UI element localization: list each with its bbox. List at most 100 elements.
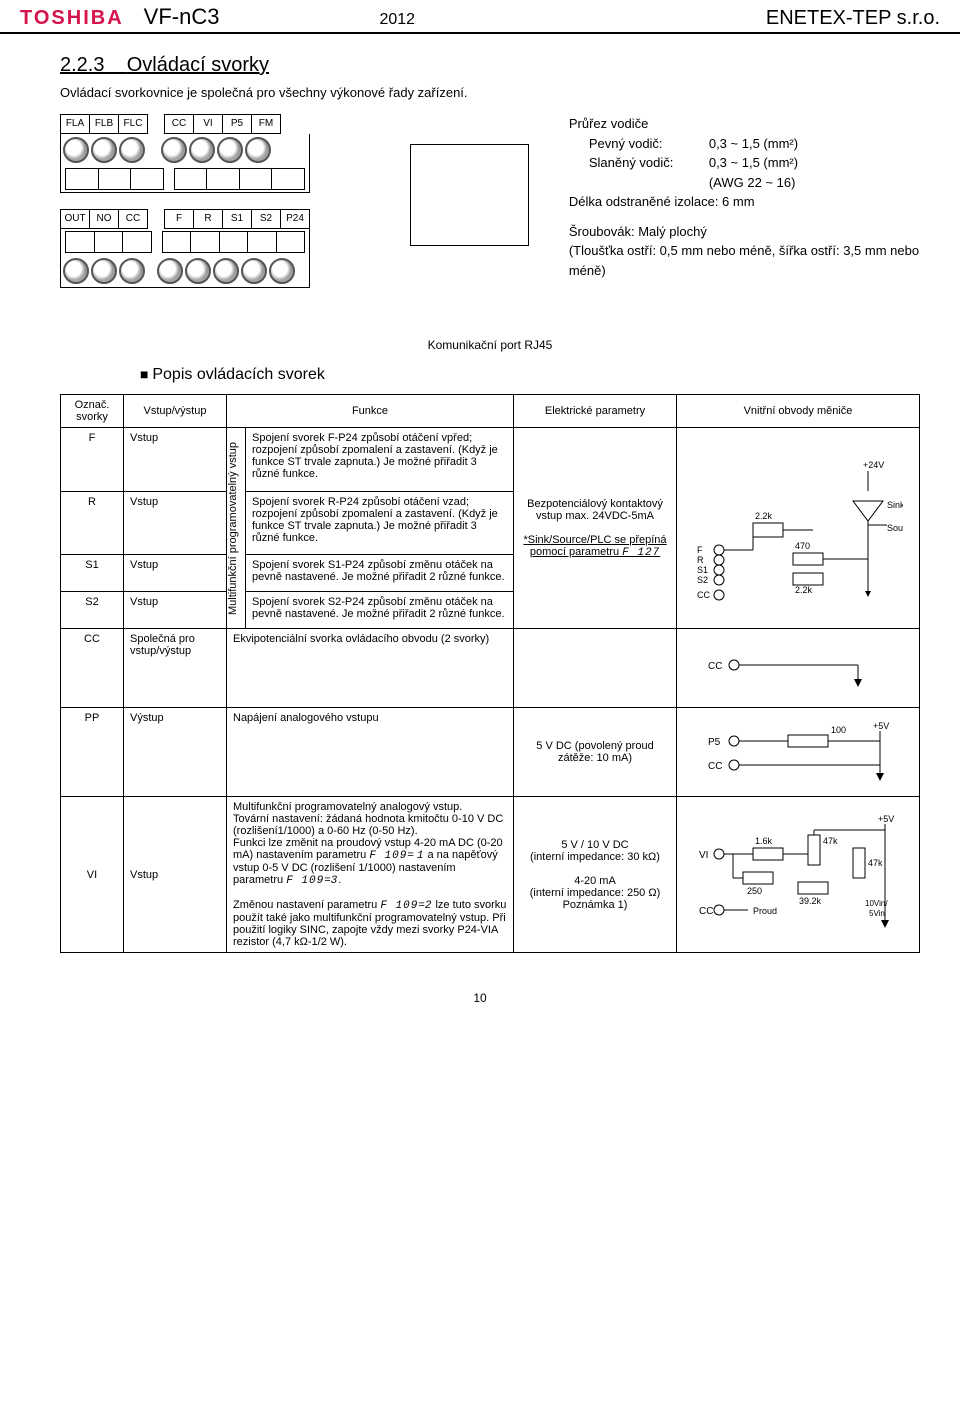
- screwdriver-line2: (Tloušťka ostří: 0,5 mm nebo méně, šířka…: [569, 241, 920, 280]
- table-row: F Vstup Multifunkční programovatelný vst…: [61, 428, 920, 492]
- svg-text:F: F: [697, 545, 703, 555]
- term-io: Vstup: [124, 592, 227, 629]
- term-param: 5 V / 10 V DC (interní impedance: 30 kΩ)…: [514, 797, 677, 953]
- svg-text:P5: P5: [708, 737, 721, 748]
- svg-text:10Vin/: 10Vin/: [865, 899, 888, 908]
- svg-text:5Vin: 5Vin: [869, 909, 885, 918]
- term-cell: P24: [281, 210, 309, 228]
- term-param: 5 V DC (povolený proud zátěže: 10 mA): [514, 708, 677, 797]
- param-line: 5 V / 10 V DC: [561, 839, 628, 851]
- wire-spec-title: Průřez vodiče: [569, 114, 920, 134]
- svg-text:VI: VI: [699, 850, 708, 861]
- col-header: Funkce: [227, 395, 514, 428]
- svg-text:+5V: +5V: [873, 721, 889, 731]
- wire-spec: Průřez vodiče Pevný vodič:0,3 ~ 1,5 (mm²…: [569, 114, 920, 280]
- screwdriver-line: Šroubovák: Malý plochý: [569, 222, 920, 242]
- term-func: Spojení svorek R-P24 způsobí otáčení vza…: [246, 491, 514, 555]
- wire-label: Pevný vodič:: [569, 134, 709, 154]
- circuit-cell: CC: [677, 629, 920, 708]
- svg-text:2.2k: 2.2k: [755, 511, 773, 521]
- circuit-diagram-cc: CC: [698, 643, 898, 693]
- svg-text:1.6k: 1.6k: [755, 836, 773, 846]
- wire-label: [569, 173, 709, 193]
- param-line: 4-20 mA: [574, 875, 616, 887]
- term-func: Spojení svorek S1-P24 způsobí změnu otáč…: [246, 555, 514, 592]
- term-cell: S2: [252, 210, 281, 228]
- param-text: Bezpotenciálový kontaktový vstup max. 24…: [527, 498, 663, 522]
- svg-text:39.2k: 39.2k: [799, 896, 822, 906]
- svg-text:470: 470: [795, 541, 810, 551]
- term-io: Společná pro vstup/výstup: [124, 629, 227, 708]
- svg-text:R: R: [697, 555, 704, 565]
- param-line: (interní impedance: 30 kΩ): [530, 851, 660, 863]
- terminals-table: Označ. svorky Vstup/výstup Funkce Elektr…: [60, 394, 920, 953]
- term-cell: OUT: [61, 210, 90, 228]
- svg-text:S2: S2: [697, 575, 708, 585]
- svg-text:250: 250: [747, 886, 762, 896]
- col-header: Označ. svorky: [61, 395, 124, 428]
- wire-value: (AWG 22 ~ 16): [709, 173, 796, 193]
- wire-value: 0,3 ~ 1,5 (mm²): [709, 134, 798, 154]
- term-param: [514, 629, 677, 708]
- term-param: Bezpotenciálový kontaktový vstup max. 24…: [514, 428, 677, 629]
- param-line: (interní impedance: 250 Ω): [530, 887, 661, 899]
- company-label: ENETEX-TEP s.r.o.: [766, 7, 940, 30]
- section-intro: Ovládací svorkovnice je společná pro vše…: [60, 85, 920, 100]
- wire-value: 0,3 ~ 1,5 (mm²): [709, 153, 798, 173]
- term-io: Vstup: [124, 491, 227, 555]
- svg-text:CC: CC: [697, 590, 710, 600]
- term-id: F: [61, 428, 124, 492]
- table-row: VI Vstup Multifunkční programovatelný an…: [61, 797, 920, 953]
- svg-text:47k: 47k: [823, 836, 838, 846]
- svg-text:+5V: +5V: [878, 814, 894, 824]
- svg-text:Sink: Sink: [887, 500, 903, 510]
- isolation-line: Délka odstraněné izolace: 6 mm: [569, 192, 920, 212]
- term-func: Spojení svorek F-P24 způsobí otáčení vpř…: [246, 428, 514, 492]
- term-io: Výstup: [124, 708, 227, 797]
- term-io: Vstup: [124, 428, 227, 492]
- term-func: Multifunkční programovatelný analogový v…: [227, 797, 514, 953]
- wire-label: Slaněný vodič:: [569, 153, 709, 173]
- table-row: CC Společná pro vstup/výstup Ekvipotenci…: [61, 629, 920, 708]
- leader-box: [410, 144, 529, 246]
- brand-logo: TOSHIBA: [20, 7, 124, 30]
- svg-text:S1: S1: [697, 565, 708, 575]
- term-cell: CC: [165, 115, 194, 133]
- svg-text:Source: Source: [887, 523, 903, 533]
- term-cell: P5: [223, 115, 252, 133]
- col-header: Vstup/výstup: [124, 395, 227, 428]
- model-label: VF-nC3: [144, 4, 220, 30]
- term-cell: R: [194, 210, 223, 228]
- col-header: Elektrické parametry: [514, 395, 677, 428]
- year-label: 2012: [379, 11, 415, 29]
- term-cell: VI: [194, 115, 223, 133]
- circuit-cell: +5V P5 100 CC: [677, 708, 920, 797]
- page-header: TOSHIBA VF-nC3 2012 ENETEX-TEP s.r.o.: [0, 0, 960, 34]
- subsection-heading: Popis ovládacích svorek: [140, 366, 920, 384]
- top-block: FLA FLB FLC CC VI P5 FM: [60, 114, 920, 288]
- circuit-cell: +24V Sink Source F R S1 S2 CC: [677, 428, 920, 629]
- term-cell: FLB: [90, 115, 119, 133]
- term-cell: FLA: [61, 115, 90, 133]
- svg-text:CC: CC: [699, 906, 713, 917]
- svg-text:Proud: Proud: [753, 906, 777, 916]
- svg-text:CC: CC: [708, 761, 722, 772]
- term-id: VI: [61, 797, 124, 953]
- term-io: Vstup: [124, 555, 227, 592]
- col-header: Vnitřní obvody měniče: [677, 395, 920, 428]
- term-func: Spojení svorek S2-P24 způsobí změnu otáč…: [246, 592, 514, 629]
- term-cell: FM: [252, 115, 280, 133]
- circuit-cell: +5V VI 1.6k 47k 47k 250: [677, 797, 920, 953]
- port-label: Komunikační port RJ45: [60, 338, 920, 352]
- term-id: CC: [61, 629, 124, 708]
- term-id: PP: [61, 708, 124, 797]
- term-id: S2: [61, 592, 124, 629]
- vertical-label: Multifunkční programovatelný vstup: [227, 428, 239, 628]
- circuit-diagram-vi: +5V VI 1.6k 47k 47k 250: [693, 810, 903, 940]
- table-header-row: Označ. svorky Vstup/výstup Funkce Elektr…: [61, 395, 920, 428]
- vertical-label-cell: Multifunkční programovatelný vstup: [227, 428, 246, 629]
- section-title: Ovládací svorky: [127, 54, 269, 76]
- param-code: F 127: [622, 547, 660, 559]
- terminal-diagram: FLA FLB FLC CC VI P5 FM: [60, 114, 310, 288]
- svg-text:+24V: +24V: [863, 460, 884, 470]
